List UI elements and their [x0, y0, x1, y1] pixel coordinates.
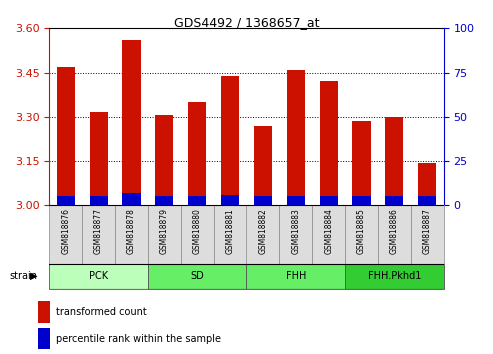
Text: GSM818887: GSM818887 [423, 208, 432, 254]
Bar [221, 195, 239, 205]
Bar [38, 328, 49, 349]
Bar [345, 205, 378, 264]
Text: transformed count: transformed count [56, 307, 147, 317]
Text: GSM818877: GSM818877 [94, 208, 103, 254]
Bar [213, 205, 246, 264]
Bar [386, 117, 403, 205]
Bar [188, 102, 206, 205]
Bar [38, 301, 49, 323]
Text: GDS4492 / 1368657_at: GDS4492 / 1368657_at [174, 16, 319, 29]
Bar [49, 205, 82, 264]
Bar [90, 196, 107, 205]
Text: PCK: PCK [89, 271, 108, 281]
Bar [155, 196, 174, 205]
Text: GSM818881: GSM818881 [226, 208, 235, 254]
Bar [319, 81, 338, 205]
Text: GSM818876: GSM818876 [61, 208, 70, 254]
Bar [254, 126, 272, 205]
Text: strain: strain [10, 271, 38, 281]
Bar [312, 205, 345, 264]
Bar [82, 205, 115, 264]
Text: GSM818878: GSM818878 [127, 208, 136, 254]
Text: GSM818884: GSM818884 [324, 208, 333, 254]
Text: ▶: ▶ [30, 271, 37, 281]
Text: percentile rank within the sample: percentile rank within the sample [56, 334, 221, 344]
Bar [411, 205, 444, 264]
Bar [287, 70, 305, 205]
Bar [155, 115, 174, 205]
Text: GSM818880: GSM818880 [193, 208, 202, 254]
Text: FHH.Pkhd1: FHH.Pkhd1 [368, 271, 421, 281]
Bar [57, 67, 75, 205]
Text: GSM818886: GSM818886 [390, 208, 399, 254]
Bar [148, 205, 181, 264]
Bar [122, 40, 141, 205]
Bar [378, 205, 411, 264]
Bar [221, 75, 239, 205]
Text: GSM818879: GSM818879 [160, 208, 169, 254]
Bar [115, 205, 148, 264]
Text: FHH: FHH [285, 271, 306, 281]
Bar [319, 196, 338, 205]
Bar [49, 264, 148, 289]
Bar [122, 193, 141, 205]
Bar [181, 205, 213, 264]
Bar [246, 205, 280, 264]
Bar [386, 196, 403, 205]
Text: GSM818883: GSM818883 [291, 208, 300, 254]
Bar [345, 264, 444, 289]
Text: GSM818882: GSM818882 [258, 208, 267, 254]
Bar [90, 113, 107, 205]
Bar [148, 264, 246, 289]
Bar [280, 205, 312, 264]
Bar [246, 264, 345, 289]
Text: SD: SD [190, 271, 204, 281]
Bar [287, 196, 305, 205]
Bar [352, 196, 371, 205]
Bar [254, 196, 272, 205]
Bar [188, 196, 206, 205]
Bar [57, 196, 75, 205]
Bar [418, 196, 436, 205]
Text: GSM818885: GSM818885 [357, 208, 366, 254]
Bar [352, 121, 371, 205]
Bar [418, 162, 436, 205]
